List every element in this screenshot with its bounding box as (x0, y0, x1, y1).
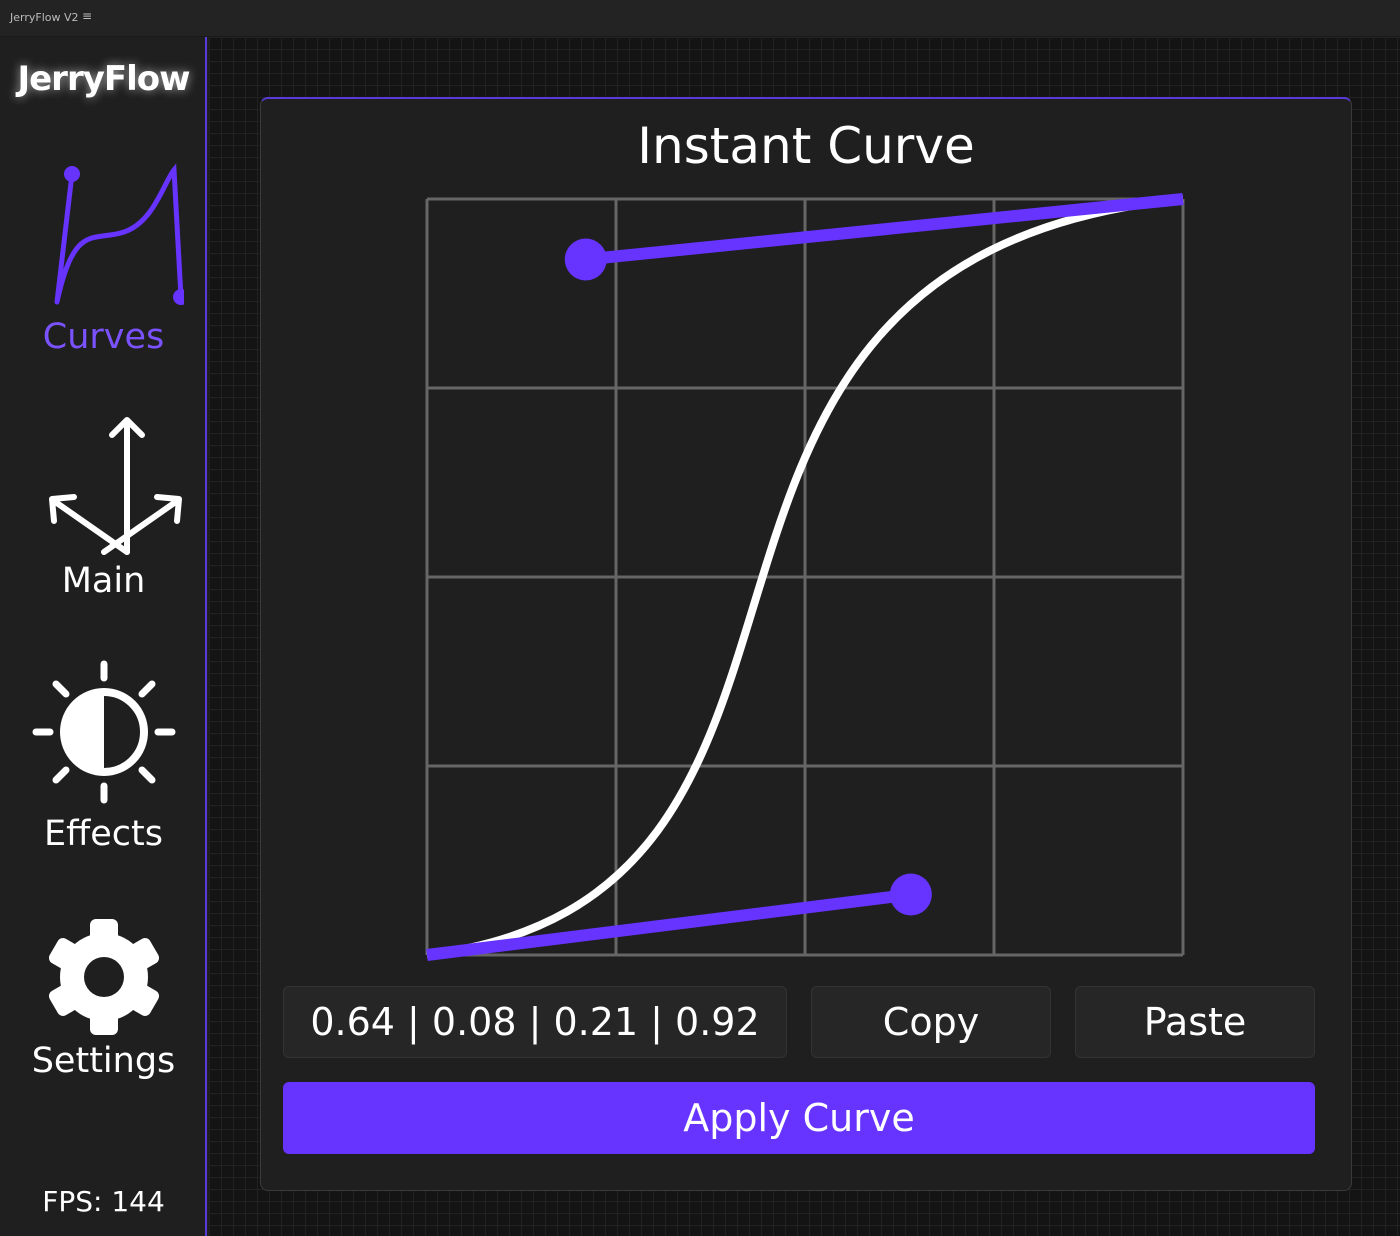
sidebar: JerryFlow Curves Main Effects Setting (0, 37, 207, 1236)
handle-line-1 (426, 888, 912, 961)
control-point-1[interactable] (889, 873, 932, 916)
handle-line-2 (585, 193, 1184, 266)
gear-icon (48, 919, 159, 1035)
sidebar-item-settings[interactable]: Settings (0, 917, 207, 1081)
sidebar-item-main[interactable]: Main (0, 415, 207, 601)
curve-grid (425, 197, 1185, 957)
arrows-icon (48, 417, 182, 555)
sidebar-item-label: Main (61, 561, 146, 601)
logo: JerryFlow (17, 59, 190, 99)
sidebar-item-label: Curves (42, 317, 165, 357)
panel-title: Instant Curve (637, 117, 975, 175)
title-bar: JerryFlow V2 ≡ (0, 0, 1400, 37)
control-point-2[interactable] (564, 238, 607, 281)
sidebar-item-curves[interactable]: Curves (0, 162, 207, 357)
sidebar-item-effects[interactable]: Effects (0, 660, 207, 854)
fps-counter: FPS: 144 (42, 1185, 165, 1218)
copy-button[interactable]: Copy (811, 986, 1051, 1058)
curve-icon (54, 163, 184, 305)
paste-button[interactable]: Paste (1075, 986, 1315, 1058)
sidebar-item-label: Effects (44, 814, 163, 854)
apply-curve-button[interactable]: Apply Curve (283, 1082, 1315, 1154)
bezier-curve (426, 195, 1184, 959)
curve-values-field[interactable]: 0.64 | 0.08 | 0.21 | 0.92 (283, 986, 787, 1058)
contrast-sun-icon (32, 660, 175, 804)
window-title: JerryFlow V2 (10, 11, 79, 24)
hamburger-icon[interactable]: ≡ (82, 9, 93, 23)
sidebar-item-label: Settings (31, 1041, 176, 1081)
